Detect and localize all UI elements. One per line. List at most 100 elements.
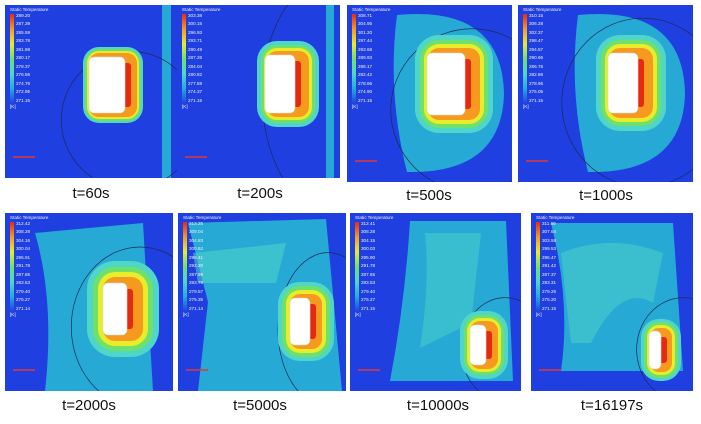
legend-value: 308.29: [16, 229, 31, 235]
boundary-circle: [70, 246, 173, 391]
legend-value: 296.41: [189, 254, 204, 260]
legend-value: 303.58: [542, 237, 557, 243]
temperature-field: [531, 213, 693, 391]
legend-unit: [K]: [10, 103, 16, 109]
legend-value: 271.15: [529, 97, 544, 103]
legend-value: 304.95: [358, 21, 373, 27]
legend-value: 271.15: [361, 305, 376, 311]
color-legend: Static Temperature 289.20 287.39 285.59 283.…: [10, 7, 49, 109]
legend-value: 307.64: [542, 229, 557, 235]
legend-unit: [K]: [523, 103, 529, 109]
legend-title: Static Temperature: [355, 215, 394, 220]
color-legend: Static Temperature 312.42 308.29 304.16 300.…: [10, 215, 49, 317]
temperature-field: [350, 213, 521, 391]
legend-value: 286.76: [529, 63, 544, 69]
legend-value: 311.69: [542, 220, 556, 226]
legend-value: 312.41: [361, 220, 376, 226]
legend-value: 274.76: [16, 80, 31, 86]
legend-colorbar: [536, 221, 540, 312]
legend-value: 279.40: [16, 288, 31, 294]
ansys-mark: [526, 160, 548, 162]
panel-t10000: Static Temperature 312.41 308.28 304.15 300.…: [350, 213, 521, 391]
ansys-mark: [186, 369, 208, 371]
panel-t500: Static Temperature 308.71 304.95 301.20 297.…: [347, 5, 512, 182]
legend-value: 295.90: [361, 254, 376, 260]
legend-value: 275.35: [189, 297, 204, 303]
caption-t10000: t=10000s: [406, 397, 470, 414]
legend-value: 271.15: [188, 97, 203, 103]
legend-value: 290.49: [188, 46, 203, 52]
legend-value: 286.17: [358, 63, 373, 69]
buried-block: [264, 54, 296, 114]
ansys-mark: [355, 160, 377, 162]
color-legend: Static Temperature 312.41 308.28 304.15 300.…: [355, 215, 394, 317]
legend-value: 283.78: [189, 280, 204, 286]
legend-title: Static Temperature: [10, 7, 49, 12]
legend-value: 275.05: [529, 89, 544, 95]
legend-value: 313.25: [189, 220, 204, 226]
legend-value: 291.78: [361, 263, 376, 269]
legend-value: 309.04: [189, 229, 204, 235]
legend-title: Static Temperature: [10, 215, 49, 220]
legend-unit: [K]: [183, 311, 189, 317]
legend-value: 274.37: [188, 89, 203, 95]
legend-value: 304.15: [361, 237, 376, 243]
legend-value: 271.15: [358, 97, 373, 103]
legend-value: 271.15: [542, 305, 557, 311]
legend-value: 296.93: [188, 29, 203, 35]
soil-region-light: [193, 243, 286, 283]
legend-value: 287.99: [189, 271, 204, 277]
ansys-mark: [185, 156, 207, 158]
legend-value: 283.78: [16, 38, 31, 44]
legend-value: 300.04: [16, 246, 31, 252]
legend-value: 300.03: [361, 246, 376, 252]
legend-value: 287.39: [16, 21, 31, 27]
legend-value: 278.95: [529, 80, 544, 86]
legend-value: 275.27: [361, 297, 376, 303]
legend-value: 280.82: [188, 72, 203, 78]
legend-unit: [K]: [536, 311, 542, 317]
legend-value: 279.40: [361, 288, 376, 294]
legend-value: 287.37: [542, 271, 557, 277]
legend-value: 293.68: [358, 46, 373, 52]
buried-block: [88, 56, 126, 114]
legend-value: 303.38: [188, 12, 203, 18]
temperature-field: [177, 5, 340, 178]
ansys-mark: [358, 369, 380, 371]
buried-block: [289, 297, 311, 346]
legend-value: 308.71: [358, 12, 373, 18]
ansys-mark: [13, 369, 35, 371]
legend-value: 283.53: [16, 280, 31, 286]
legend-value: 278.66: [358, 80, 373, 86]
temperature-field: [178, 213, 346, 391]
legend-unit: [K]: [10, 311, 16, 317]
side-strip: [326, 5, 334, 178]
legend-value: 306.28: [529, 21, 544, 27]
panel-t16197: Static Temperature 311.69 307.64 303.58 299.…: [531, 213, 693, 391]
legend-value: 310.15: [529, 12, 544, 18]
panel-t1000: Static Temperature 310.15 306.28 302.37 298.…: [518, 5, 693, 182]
buried-block: [648, 330, 662, 370]
ansys-mark: [13, 156, 35, 158]
caption-t16197: t=16197s: [580, 397, 644, 414]
legend-value: 302.37: [529, 29, 544, 35]
buried-block: [607, 52, 639, 114]
panel-t200: Static Temperature 303.38 300.15 296.93 293.…: [177, 5, 340, 178]
soil-region-light: [561, 243, 663, 343]
legend-value: 297.44: [358, 38, 373, 44]
legend-colorbar: [182, 13, 186, 104]
color-legend: Static Temperature 308.71 304.95 301.20 297.…: [352, 7, 390, 109]
legend-value: 300.15: [188, 21, 203, 27]
legend-value: 271.14: [16, 305, 31, 311]
legend-value: 274.90: [358, 89, 373, 95]
color-legend: Static Temperature 311.69 307.64 303.58 299.…: [536, 215, 574, 317]
legend-value: 271.14: [189, 305, 204, 311]
legend-colorbar: [355, 221, 359, 312]
caption-t1000: t=1000s: [579, 187, 633, 204]
legend-value: 282.42: [358, 72, 373, 78]
legend-value: 275.27: [16, 297, 31, 303]
legend-value: 290.66: [529, 55, 544, 61]
legend-value: 278.37: [16, 63, 31, 69]
legend-colorbar: [523, 13, 527, 104]
legend-value: 276.56: [16, 72, 31, 78]
